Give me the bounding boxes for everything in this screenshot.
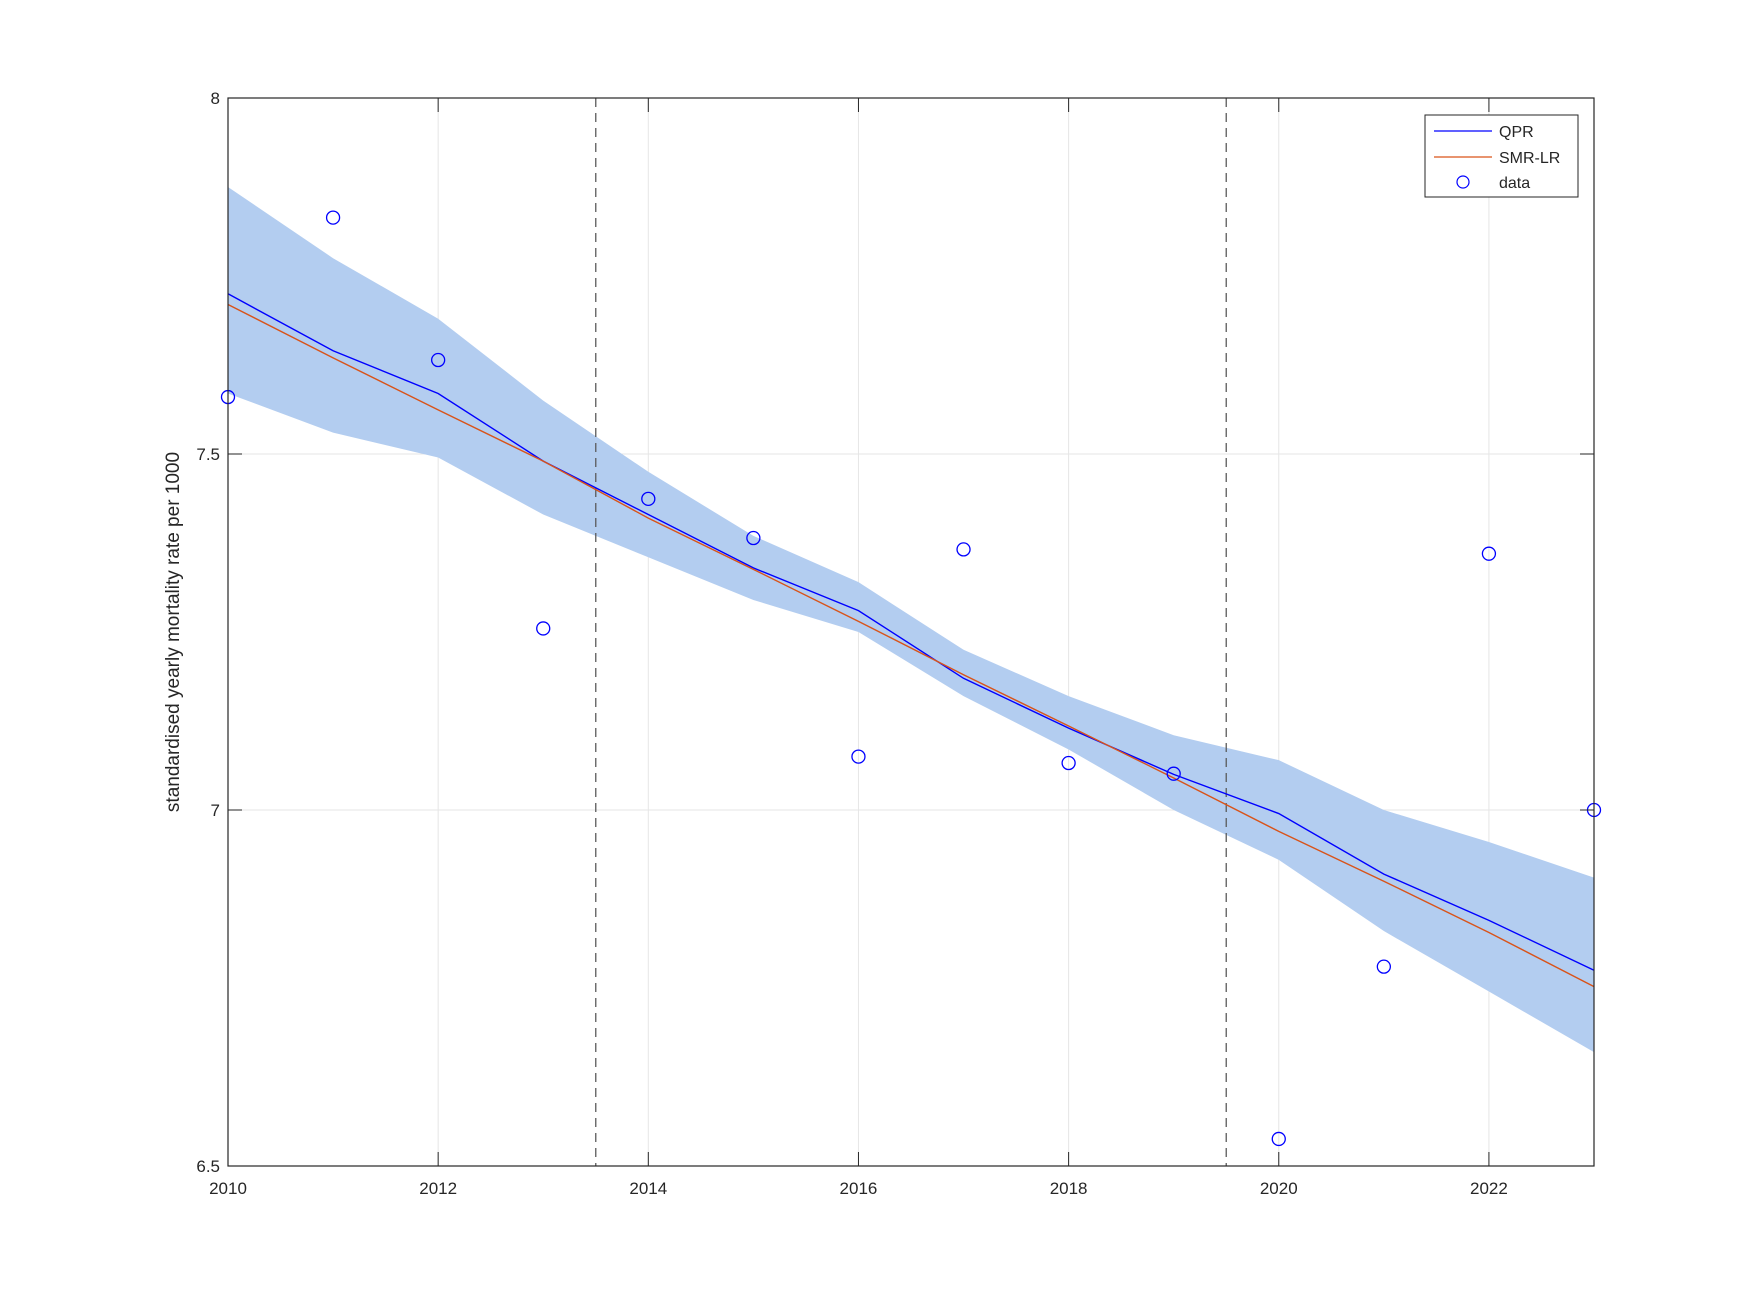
- reference-lines: [595, 98, 1227, 1166]
- data-point: [1166, 766, 1181, 781]
- data-point: [325, 210, 341, 225]
- x-tick-label: 2022: [1470, 1179, 1508, 1198]
- legend-label-smr-lr: SMR-LR: [1499, 150, 1560, 167]
- legend: QPR SMR-LR data: [1424, 114, 1579, 198]
- data-point: [536, 621, 551, 636]
- x-tick-label: 2010: [209, 1179, 247, 1198]
- y-tick-labels: 6.5 7 7.5 8: [196, 89, 220, 1176]
- y-axis-label: standardised yearly mortality rate per 1…: [163, 452, 184, 812]
- confidence-band: [228, 187, 1594, 1053]
- data-point: [1271, 1131, 1286, 1147]
- y-tick-label: 6.5: [196, 1157, 220, 1176]
- series-line-qpr: [227, 293, 1595, 971]
- series-line-smr-lr: [227, 303, 1595, 988]
- y-tick-label: 8: [211, 89, 220, 108]
- data-point: [431, 352, 446, 368]
- legend-box: [1424, 114, 1579, 198]
- y-tick-label: 7: [211, 801, 220, 820]
- x-tick-label: 2018: [1050, 1179, 1088, 1198]
- data-point: [1376, 959, 1391, 974]
- legend-label-data: data: [1499, 175, 1530, 192]
- data-point: [956, 542, 971, 557]
- data-point: [1481, 546, 1497, 561]
- axis-ticks: [227, 97, 1594, 1167]
- legend-label-qpr: QPR: [1499, 124, 1534, 141]
- x-tick-label: 2020: [1260, 1179, 1298, 1198]
- y-tick-label: 7.5: [196, 445, 220, 464]
- confidence-band-area: [228, 187, 1594, 1053]
- legend-swatch-data: [1456, 175, 1470, 189]
- data-point: [851, 749, 866, 764]
- x-tick-label: 2012: [419, 1179, 457, 1198]
- data-point: [746, 530, 761, 546]
- data-point: [641, 491, 656, 507]
- data-point: [1061, 755, 1076, 771]
- x-tick-labels: 2010 2012 2014 2016 2018 2020 2022: [209, 1179, 1508, 1198]
- axes-box: [227, 97, 1595, 1167]
- x-tick-label: 2014: [629, 1179, 667, 1198]
- x-tick-label: 2016: [840, 1179, 878, 1198]
- series-lines: [227, 293, 1595, 988]
